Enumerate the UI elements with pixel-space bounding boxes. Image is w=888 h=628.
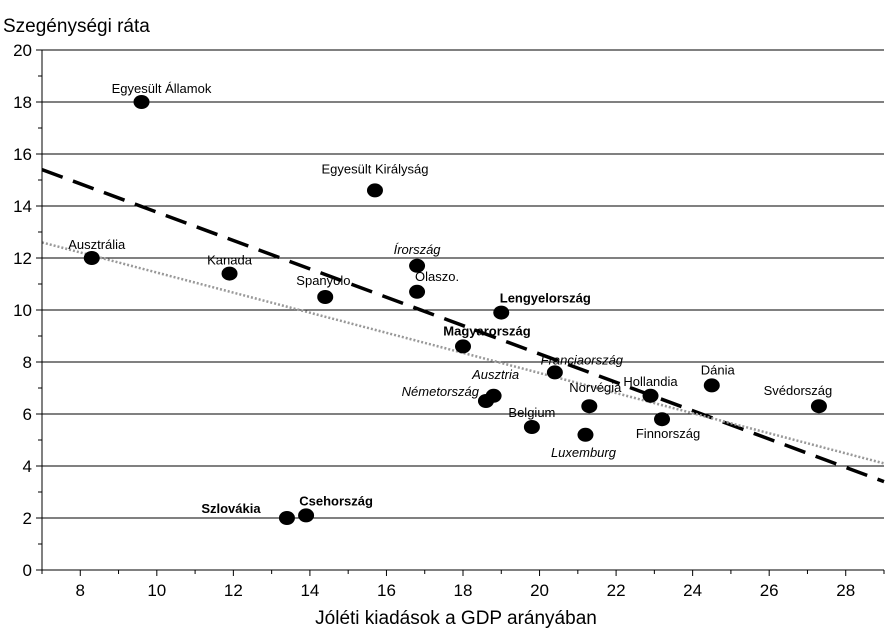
y-tick-labels: 0 2 4 6 8 10 12 14 16 18 20 [13, 41, 32, 580]
data-point [455, 339, 471, 354]
point-label: Szlovákia [201, 501, 261, 516]
dashed-trend-line [41, 167, 885, 484]
data-point [133, 95, 150, 109]
x-tick-label: 24 [683, 581, 702, 600]
y-tick-label: 0 [23, 561, 32, 580]
point-label: Hollandia [623, 374, 678, 389]
trend-lines [41, 167, 885, 484]
point-label: Belgium [508, 405, 555, 420]
y-tick-label: 12 [13, 249, 32, 268]
data-point [221, 266, 238, 281]
x-tick-labels: 8 10 12 14 16 18 20 22 24 26 28 [76, 581, 856, 600]
point-label: Svédország [764, 383, 833, 398]
y-tick-label: 16 [13, 145, 32, 164]
x-tick-label: 12 [224, 581, 243, 600]
point-label: Egyesült Királyság [321, 161, 428, 176]
data-point [810, 399, 827, 414]
data-point [409, 258, 426, 273]
point-label: Spanyolo. [296, 273, 354, 288]
point-label: Lengyelország [500, 291, 591, 306]
data-point [317, 290, 334, 304]
x-tick-label: 16 [377, 581, 396, 600]
y-tick-label: 10 [13, 301, 32, 320]
point-label: Csehország [299, 493, 373, 508]
data-point [278, 511, 295, 525]
x-tick-label: 26 [760, 581, 779, 600]
x-axis-title: Jóléti kiadások a GDP arányában [315, 608, 597, 628]
data-point [523, 420, 540, 434]
y-tick-label: 2 [23, 509, 32, 528]
point-label: Norvégia [569, 380, 622, 395]
point-label: Kanada [207, 253, 253, 268]
point-label: Németország [402, 384, 480, 399]
data-point [703, 378, 720, 393]
data-point [577, 427, 594, 442]
dotted-trend-line [41, 241, 885, 465]
y-tick-label: 4 [23, 457, 32, 476]
data-point [654, 412, 671, 427]
point-label: Luxemburg [551, 445, 617, 460]
point-label: Dánia [701, 362, 736, 377]
y-axis-title: Szegénységi ráta [3, 16, 150, 37]
point-label: Ausztria [471, 367, 519, 382]
data-point [477, 394, 494, 408]
data-point [493, 305, 510, 320]
x-tick-label: 22 [607, 581, 626, 600]
y-tick-label: 6 [23, 405, 32, 424]
point-label: Írország [394, 242, 442, 257]
point-labels: Egyesült Államok Egyesült Királyság Ausztr… [68, 81, 832, 516]
data-point [366, 183, 383, 198]
data-point [642, 388, 659, 403]
x-tick-label: 18 [454, 581, 473, 600]
point-label: Egyesült Államok [112, 81, 212, 96]
y-tick-label: 8 [23, 353, 32, 372]
x-tick-label: 28 [836, 581, 855, 600]
point-label: Finnország [636, 426, 700, 441]
data-point [83, 251, 100, 265]
point-label: Magyarország [443, 323, 530, 338]
x-tick-label: 20 [530, 581, 549, 600]
point-label: Ausztrália [68, 237, 126, 252]
data-point [546, 365, 563, 380]
axes [36, 49, 885, 576]
data-point [409, 284, 426, 299]
x-tick-label: 10 [147, 581, 166, 600]
y-tick-label: 14 [13, 197, 32, 216]
x-tick-label: 14 [300, 581, 319, 600]
data-point [298, 508, 315, 523]
y-tick-label: 20 [13, 41, 32, 60]
x-tick-label: 8 [76, 581, 85, 600]
point-label: Franciaország [541, 352, 624, 367]
y-tick-label: 18 [13, 93, 32, 112]
gridlines [42, 49, 884, 519]
point-label: Olaszo. [415, 269, 459, 284]
data-point [581, 399, 598, 414]
data-points [83, 95, 827, 525]
